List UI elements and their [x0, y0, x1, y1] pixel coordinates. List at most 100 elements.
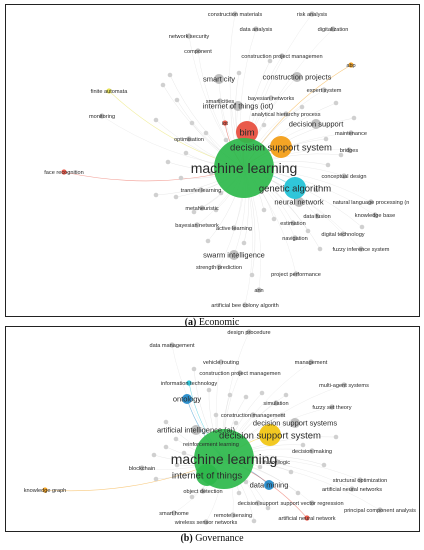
- label-blockchain: blockchain: [129, 466, 155, 472]
- node-analytical-hierarchy-process: [283, 111, 289, 117]
- label-smart-home: smart home: [159, 511, 189, 517]
- label-network-security: network security: [169, 34, 210, 40]
- label-machine-learning: machine learning: [171, 451, 278, 467]
- label-project-performance: project performance: [271, 272, 321, 278]
- node-bridges: [346, 147, 352, 153]
- node-decision-making: [309, 448, 315, 454]
- label-data-fusion: data fusion: [303, 214, 330, 220]
- node-management: [308, 359, 314, 365]
- unlabeled-node: [151, 452, 157, 458]
- node-maintenance: [348, 130, 354, 136]
- label-estimation: estimation: [280, 221, 306, 227]
- label-optimisation: optimisation: [174, 137, 204, 143]
- label-management: management: [295, 360, 328, 366]
- unlabeled-node: [181, 450, 187, 456]
- label-artificial-bee-colony-algorith: artificial bee colony algorith: [211, 303, 278, 309]
- unlabeled-node: [189, 120, 195, 126]
- unlabeled-node: [203, 130, 209, 136]
- label-principal-component-analysis: principal component analysis: [344, 508, 416, 514]
- label-information-technology: information technology: [161, 381, 217, 387]
- label-machine-learning: machine learning: [191, 160, 298, 176]
- caption-governance-text: Governance: [195, 533, 244, 544]
- unlabeled-node: [241, 240, 247, 246]
- unlabeled-node: [213, 412, 219, 418]
- unlabeled-node: [153, 476, 159, 482]
- node-network-security: [186, 33, 192, 39]
- node-conceptual-design: [341, 173, 347, 179]
- label-component: component: [184, 49, 212, 55]
- node-fuzzy-set-theory: [329, 404, 335, 410]
- network-map-economic: construction materials risk analysis data …: [5, 4, 420, 317]
- node-multi-agent-systems: [341, 382, 347, 388]
- label-artificial-neural-network: artificial neural network: [278, 516, 335, 522]
- node-object-detection: [200, 488, 206, 494]
- node-construction-materials: [232, 11, 238, 17]
- node-risk-analysis: [309, 11, 315, 17]
- node-smart-city: [214, 74, 224, 84]
- unlabeled-node: [160, 82, 166, 88]
- label-internet-of-things-iot: internet of things (iot): [203, 102, 274, 111]
- unlabeled-node: [305, 228, 311, 234]
- unlabeled-node: [228, 104, 234, 110]
- unlabeled-node: [259, 390, 265, 396]
- label-fuzzy-logic: fuzzy logic: [264, 460, 290, 466]
- label-maintenance: maintenance: [335, 131, 367, 137]
- node-vehicle-routing: [218, 359, 224, 365]
- unlabeled-node: [183, 150, 189, 156]
- node-ontology: [182, 394, 192, 404]
- network-graph-economic: construction materials risk analysis data …: [44, 11, 409, 309]
- unlabeled-node: [300, 442, 306, 448]
- label-internet-of-things: internet of things: [172, 470, 242, 481]
- label-ontology: ontology: [173, 395, 202, 404]
- unlabeled-node: [178, 175, 184, 181]
- unlabeled-node: [295, 490, 301, 496]
- unlabeled-node: [191, 366, 197, 372]
- unlabeled-node: [359, 224, 365, 230]
- node-bim: [236, 121, 258, 143]
- unlabeled-node: [173, 194, 179, 200]
- node-fuzzy-logic: [274, 459, 280, 465]
- unlabeled-node: [338, 152, 344, 158]
- label-abp: abp: [346, 63, 355, 69]
- unlabeled-node: [227, 392, 233, 398]
- label-active-learning: active learning: [216, 226, 252, 232]
- unlabeled-node: [165, 159, 171, 165]
- node-information-technology: [186, 380, 192, 386]
- node-remote-sensing: [230, 512, 236, 518]
- node-internet-of-things-iot: [233, 101, 243, 111]
- label-knowledge-base: knowledge base: [355, 213, 395, 219]
- label-bim: bim: [239, 127, 254, 138]
- label-swarm-intelligence: swarm intelligence: [203, 251, 265, 260]
- node-knowledge-base: [372, 212, 378, 218]
- node-data-analysis: [253, 26, 259, 32]
- label-navigation: navigation: [282, 236, 308, 242]
- label-decision-support: decision support: [289, 120, 345, 129]
- node-design-procedure: [246, 329, 252, 335]
- node-artificial-bee-colony-algorith: [242, 302, 248, 308]
- node-finite-automata: [106, 88, 112, 94]
- unlabeled-node: [243, 394, 249, 400]
- label-transfer-learning: transfer learning: [181, 188, 221, 194]
- label-construction-materials: construction materials: [208, 12, 263, 18]
- unlabeled-node: [236, 70, 242, 76]
- node-metaheuristic: [199, 205, 205, 211]
- label-object-detection: object detection: [183, 489, 222, 495]
- node-data-management: [169, 342, 175, 348]
- node-data-fusion: [314, 213, 320, 219]
- label-analytical-hierarchy-process: analytical hierarchy process: [251, 112, 320, 118]
- unlabeled-node: [323, 136, 329, 142]
- node-project-performance: [293, 271, 299, 277]
- unlabeled-node: [267, 58, 273, 64]
- label-construction-management: construction management: [221, 413, 286, 419]
- label-structural-optimization: structural optimization: [333, 478, 387, 484]
- node-navigation: [292, 235, 298, 241]
- unlabeled-node: [163, 419, 169, 425]
- unlabeled-node: [313, 187, 319, 193]
- unlabeled-node: [174, 462, 180, 468]
- unlabeled-node: [233, 420, 239, 426]
- label-bridges: bridges: [340, 148, 359, 154]
- label-design-procedure: design procedure: [227, 330, 270, 336]
- label-data-management: data management: [149, 343, 195, 349]
- node-genetic-algorithm: [284, 177, 306, 199]
- label-fuzzy-set-theory: fuzzy set theory: [312, 405, 351, 411]
